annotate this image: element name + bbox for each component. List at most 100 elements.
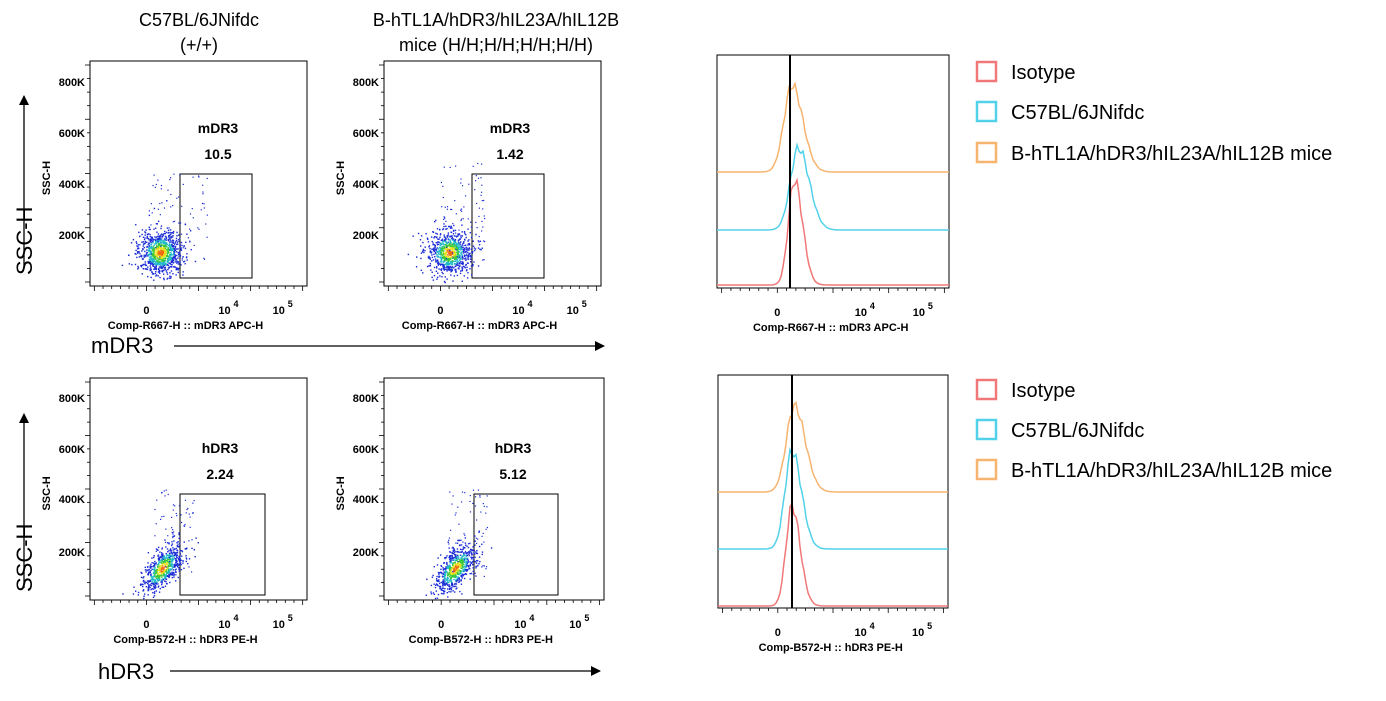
event-dot [155,570,157,572]
event-dot [453,548,456,550]
event-dot [474,553,476,555]
event-dot [452,565,454,567]
event-dot [433,253,435,255]
event-dot [446,258,448,261]
event-dot [151,582,154,585]
event-dot [459,256,461,258]
event-dot [176,552,178,554]
header-col2-line2: mice (H/H;H/H;H/H;H/H) [399,35,593,55]
event-dot [153,253,155,255]
event-dot [178,255,180,257]
event-dot [446,591,448,594]
event-dot [147,552,150,554]
event-dot [483,259,485,261]
y-axis-label: SSC-H [41,476,53,510]
event-dot [427,238,429,241]
event-dot [132,593,135,595]
event-dot [154,579,156,581]
event-dot [439,250,442,252]
event-dot [171,572,174,575]
x-tick-exponent: 5 [288,299,293,309]
event-dot [135,241,138,243]
event-dot [452,248,454,251]
event-dot [154,585,157,587]
event-dot [147,238,150,240]
event-dot [144,231,146,233]
event-dot [454,200,456,202]
gate-label: mDR3 [198,120,239,136]
event-dot [163,556,166,558]
event-dot [445,251,447,254]
event-dot [154,567,156,569]
event-dot [439,229,441,231]
event-dot [134,252,136,255]
event-dot [157,242,160,244]
event-dot [160,241,162,244]
event-dot [460,560,462,562]
event-dot [452,576,455,578]
event-dot [187,562,189,565]
event-dot [151,248,154,250]
event-dot [440,253,443,255]
event-dot [166,273,169,275]
event-dot [159,247,161,250]
event-dot [169,581,171,584]
event-dot [158,252,160,255]
event-dot [169,275,171,277]
event-dot [481,543,483,546]
event-dot [435,248,437,250]
event-dot [150,245,153,247]
event-dot [464,563,467,565]
event-dot [449,560,451,562]
event-dot [437,272,439,274]
event-dot [436,243,439,246]
event-dot [443,259,446,261]
event-dot [162,259,164,261]
event-dot [159,202,161,205]
event-dot [166,571,168,574]
event-dot [155,249,157,251]
event-dot [165,231,168,234]
event-dot [161,257,163,260]
event-dot [460,241,462,243]
event-dot [459,262,461,265]
event-dot [172,529,174,531]
event-dot [453,574,455,577]
event-dot [160,188,162,190]
event-dot [137,265,139,268]
event-dot [457,555,459,558]
event-dot [160,569,163,571]
event-dot [152,596,155,599]
event-dot [160,251,162,253]
event-dot [474,544,476,546]
gate-label: mDR3 [490,120,531,136]
event-dot [162,265,165,267]
event-dot [444,253,446,256]
event-dot [140,256,143,258]
event-dot [468,252,470,255]
event-dot [430,260,433,262]
event-dot [158,240,161,242]
event-dot [475,560,478,562]
event-dot [185,558,188,560]
event-dot [454,574,456,576]
event-dot [155,571,158,573]
event-dot [451,572,453,574]
event-dot [155,275,157,277]
event-dot [441,589,444,591]
event-dot [465,573,468,576]
event-dot [471,553,473,555]
event-dot [174,244,176,246]
event-dot [159,567,161,569]
event-dot [462,541,464,543]
event-dot [461,564,464,566]
event-dot [147,247,150,249]
event-dot [444,268,447,271]
event-dot [160,248,163,250]
event-dot [436,575,438,578]
event-dot [461,244,464,246]
event-dot [171,560,173,562]
event-dot [141,273,143,275]
event-dot [159,256,161,259]
event-dot [448,556,451,559]
